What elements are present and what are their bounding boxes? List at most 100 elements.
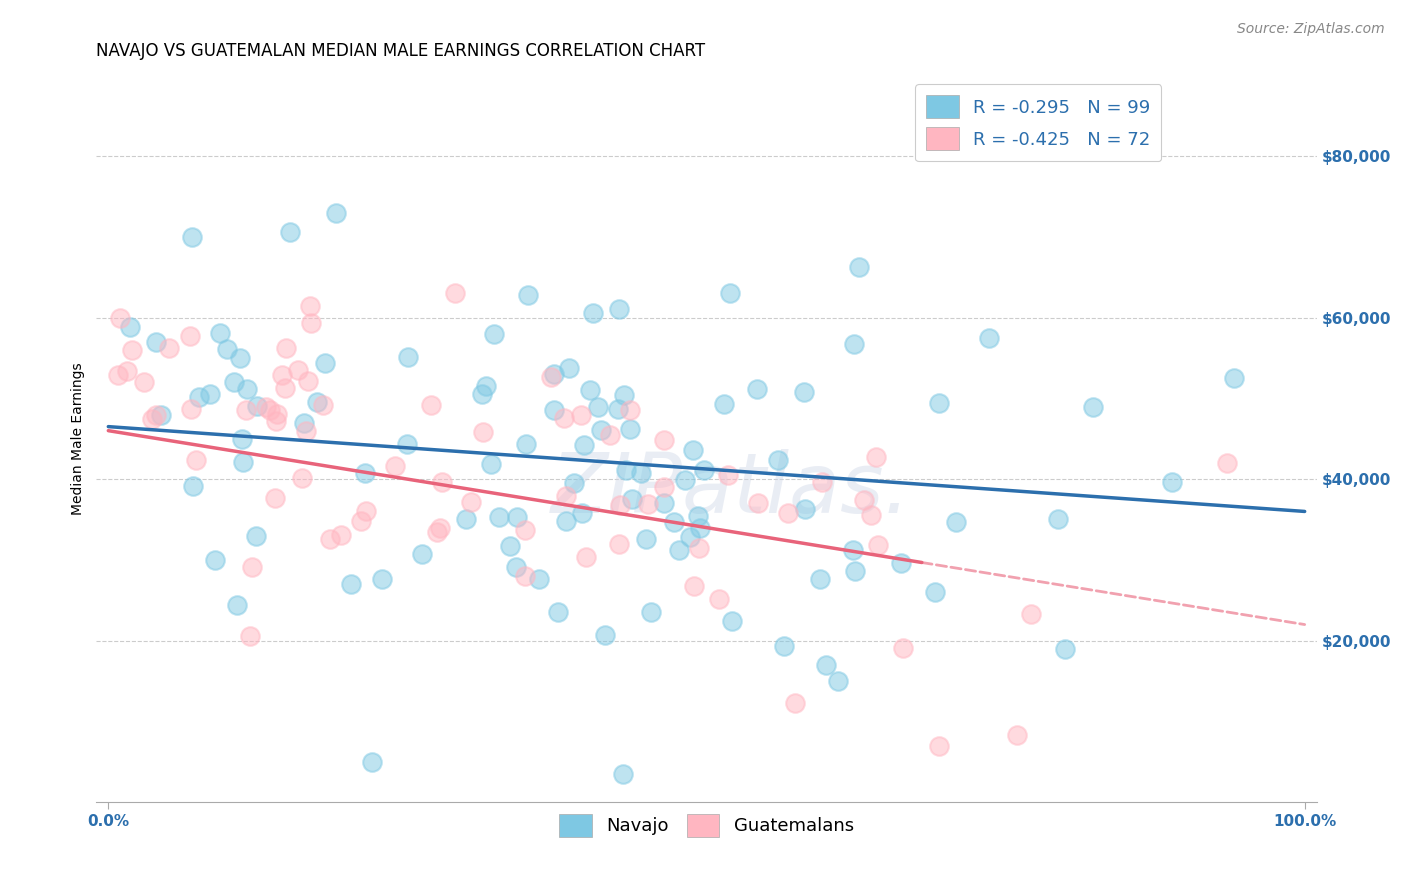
Point (157, 342, 180, 356)
Point (540, 369, 562, 384)
Point (226, 598, 249, 612)
Point (384, 459, 406, 474)
Point (612, 767, 634, 781)
Point (1005, 729, 1028, 743)
Point (853, 492, 876, 507)
Point (350, 514, 373, 528)
Point (654, 433, 676, 447)
Point (979, 330, 1001, 344)
Point (562, 475, 585, 490)
Point (470, 387, 492, 401)
Point (426, 524, 449, 539)
Point (868, 538, 890, 552)
Point (673, 473, 696, 487)
Point (235, 403, 257, 417)
Point (683, 579, 706, 593)
Point (1054, 641, 1077, 656)
Point (396, 350, 419, 364)
Point (506, 509, 529, 524)
Point (848, 260, 870, 275)
Point (222, 375, 245, 389)
Point (259, 402, 281, 417)
Point (278, 225, 301, 239)
Point (640, 605, 662, 619)
Point (582, 306, 605, 320)
Point (236, 382, 259, 396)
Point (654, 495, 676, 509)
Point (420, 398, 443, 412)
Point (575, 550, 598, 565)
Point (614, 463, 637, 477)
Point (266, 407, 288, 421)
Point (312, 398, 335, 412)
Point (118, 319, 141, 334)
Point (721, 614, 744, 628)
Point (513, 523, 536, 537)
Point (305, 394, 328, 409)
Point (1047, 511, 1070, 525)
Point (619, 403, 641, 417)
Point (264, 491, 287, 505)
Point (456, 512, 478, 526)
Point (595, 628, 617, 642)
Point (621, 491, 644, 506)
Point (488, 509, 510, 524)
Point (475, 379, 498, 393)
Point (299, 299, 322, 313)
Point (513, 569, 536, 583)
Point (652, 480, 675, 494)
Y-axis label: Median Male Earnings: Median Male Earnings (72, 362, 86, 515)
Point (314, 356, 336, 370)
Point (515, 437, 537, 451)
Point (586, 400, 609, 414)
Point (432, 475, 454, 490)
Point (179, 329, 201, 343)
Point (815, 657, 838, 672)
Point (572, 438, 595, 452)
Point (360, 755, 382, 769)
Point (811, 475, 834, 489)
Point (232, 455, 254, 469)
Point (543, 367, 565, 381)
Point (679, 530, 702, 544)
Point (484, 327, 506, 342)
Point (688, 509, 710, 524)
Point (613, 388, 636, 402)
Point (371, 572, 394, 586)
Point (396, 437, 419, 451)
Point (924, 585, 946, 599)
Point (747, 496, 769, 510)
Point (709, 591, 731, 606)
Point (517, 288, 540, 302)
Point (891, 641, 914, 656)
Point (246, 399, 269, 413)
Point (553, 411, 575, 425)
Point (340, 576, 363, 591)
Point (239, 629, 262, 643)
Point (785, 696, 807, 710)
Point (297, 375, 319, 389)
Point (270, 368, 292, 382)
Point (713, 397, 735, 411)
Point (1160, 475, 1182, 489)
Point (689, 521, 711, 535)
Point (630, 466, 652, 480)
Point (149, 408, 172, 422)
Point (411, 547, 433, 561)
Point (429, 521, 451, 535)
Point (688, 541, 710, 555)
Point (181, 229, 204, 244)
Point (554, 489, 576, 503)
Point (1081, 400, 1104, 414)
Point (215, 343, 238, 357)
Point (890, 556, 912, 570)
Point (231, 432, 253, 446)
Point (607, 402, 630, 417)
Point (778, 506, 800, 520)
Point (292, 416, 315, 430)
Point (634, 532, 657, 546)
Point (717, 467, 740, 482)
Point (110, 310, 132, 325)
Point (527, 572, 550, 586)
Point (571, 506, 593, 520)
